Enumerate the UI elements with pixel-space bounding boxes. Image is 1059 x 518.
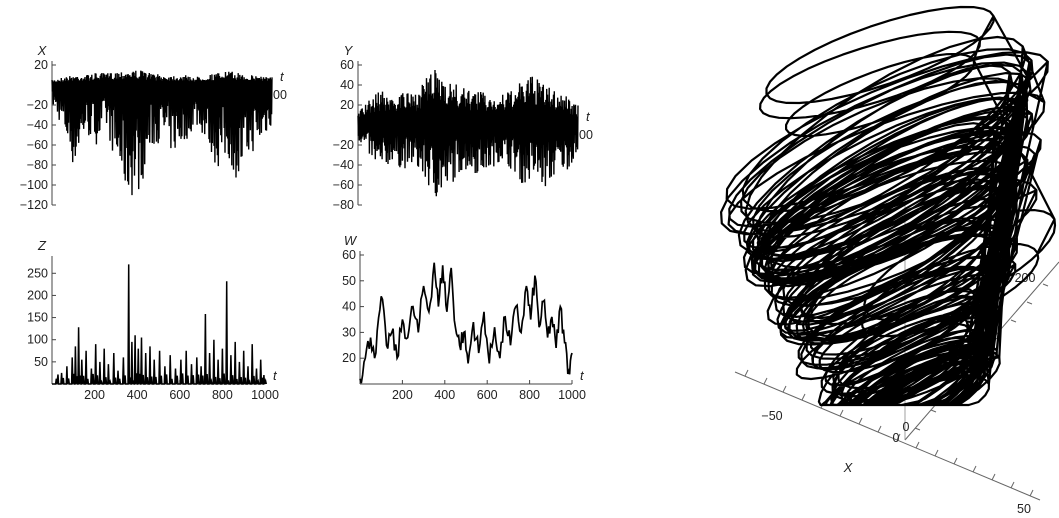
x-axis-3d-tick xyxy=(1010,481,1015,489)
x-axis-3d-tick xyxy=(896,433,901,441)
y-tick-label: 50 xyxy=(342,274,356,288)
z-time-series-panel: 50 100 150 200 250 200 400 600 800 1000 Zt xyxy=(27,238,279,402)
y-tick-label: 60 xyxy=(340,58,354,72)
y-tick-label: −60 xyxy=(27,138,48,152)
y-tick-label: 30 xyxy=(342,325,356,339)
truncated-tick-label: 00 xyxy=(273,88,287,102)
y-tick-label: 20 xyxy=(340,98,354,112)
y-tick-label: −100 xyxy=(20,178,48,192)
y-tick-label: 100 xyxy=(27,333,48,347)
y-tick-label: −80 xyxy=(333,198,354,212)
x-axis-title: t xyxy=(586,109,591,124)
y-tick-label: −40 xyxy=(333,158,354,172)
x-axis-3d-tick xyxy=(858,417,863,425)
x-axis-3d-tick xyxy=(763,377,768,385)
x-tick-label: 800 xyxy=(519,388,540,402)
x-axis-3d-tick-label: −50 xyxy=(761,409,782,423)
x-axis-3d-tick xyxy=(839,409,844,417)
x-tick-label: 600 xyxy=(169,388,190,402)
x-axis-3d-tick xyxy=(934,449,939,457)
x-axis-3d-tick xyxy=(915,441,920,449)
series-line xyxy=(359,262,573,384)
x-tick-label: 600 xyxy=(477,388,498,402)
y-axis-title: W xyxy=(344,233,358,248)
y-tick-label: 50 xyxy=(34,355,48,369)
x-tick-label: 1000 xyxy=(558,388,586,402)
y-time-series-panel: 60 40 20 −20 −40 −60 −80 Yt 00 xyxy=(333,43,593,212)
x-axis-title: t xyxy=(273,368,278,383)
y-axis-3d-tick xyxy=(1026,301,1033,305)
x-axis-3d-title: X xyxy=(843,460,854,475)
series-line xyxy=(52,264,268,385)
y-tick-label: 150 xyxy=(27,311,48,325)
x-tick-label: 1000 xyxy=(251,388,279,402)
y-tick-label: −20 xyxy=(27,98,48,112)
series-line xyxy=(51,70,273,196)
y-tick-label: −60 xyxy=(333,178,354,192)
y-tick-label: 20 xyxy=(34,58,48,72)
x-tick-label: 400 xyxy=(434,388,455,402)
x-axis-3d-tick xyxy=(801,393,806,401)
y-axis-3d-tick xyxy=(930,409,937,413)
series-line xyxy=(357,69,579,197)
y-tick-label: −20 xyxy=(333,138,354,152)
x-tick-label: 400 xyxy=(127,388,148,402)
x-axis-3d-tick xyxy=(782,385,787,393)
x-axis-3d xyxy=(734,371,1041,501)
x-time-series-panel: 20 −20 −40 −60 −80 −100 −120 Xt 00 xyxy=(20,43,287,212)
x-axis-title: t xyxy=(280,69,285,84)
y-axis-title: Z xyxy=(37,238,47,253)
y-tick-label: 60 xyxy=(342,248,356,262)
y-axis-3d-tick-label: 0 xyxy=(903,420,910,434)
y-tick-label: −80 xyxy=(27,158,48,172)
x-axis-3d-tick xyxy=(991,473,996,481)
y-tick-label: 200 xyxy=(27,288,48,302)
y-axis-title: X xyxy=(37,43,48,58)
y-tick-label: 40 xyxy=(340,78,354,92)
y-tick-label: −40 xyxy=(27,118,48,132)
x-axis-3d-tick xyxy=(972,465,977,473)
y-tick-label: 250 xyxy=(27,266,48,280)
truncated-tick-label: 00 xyxy=(579,128,593,142)
x-tick-label: 800 xyxy=(212,388,233,402)
x-tick-label: 200 xyxy=(84,388,105,402)
x-axis-3d-tick xyxy=(953,457,958,465)
x-axis-3d-tick xyxy=(877,425,882,433)
x-axis-3d-tick-label: 50 xyxy=(1017,502,1031,516)
x-axis-3d-tick xyxy=(744,369,749,377)
x-tick-label: 200 xyxy=(392,388,413,402)
y-axis-3d-tick xyxy=(1010,319,1017,323)
x-axis-3d-tick xyxy=(1029,489,1034,497)
y-tick-label: 20 xyxy=(342,351,356,365)
y-tick-label: 40 xyxy=(342,300,356,314)
x-axis-title: t xyxy=(580,368,585,383)
z-axis-3d-tick-label: 0 xyxy=(893,431,900,445)
y-axis-3d-tick xyxy=(914,427,921,431)
y-axis-3d-tick xyxy=(1042,283,1049,287)
y-tick-label: −120 xyxy=(20,198,48,212)
y-axis-title: Y xyxy=(344,43,354,58)
w-time-series-panel: 20 30 40 50 60 200 400 600 800 1000 Wt xyxy=(342,233,586,402)
trajectory-3d xyxy=(720,5,1057,407)
